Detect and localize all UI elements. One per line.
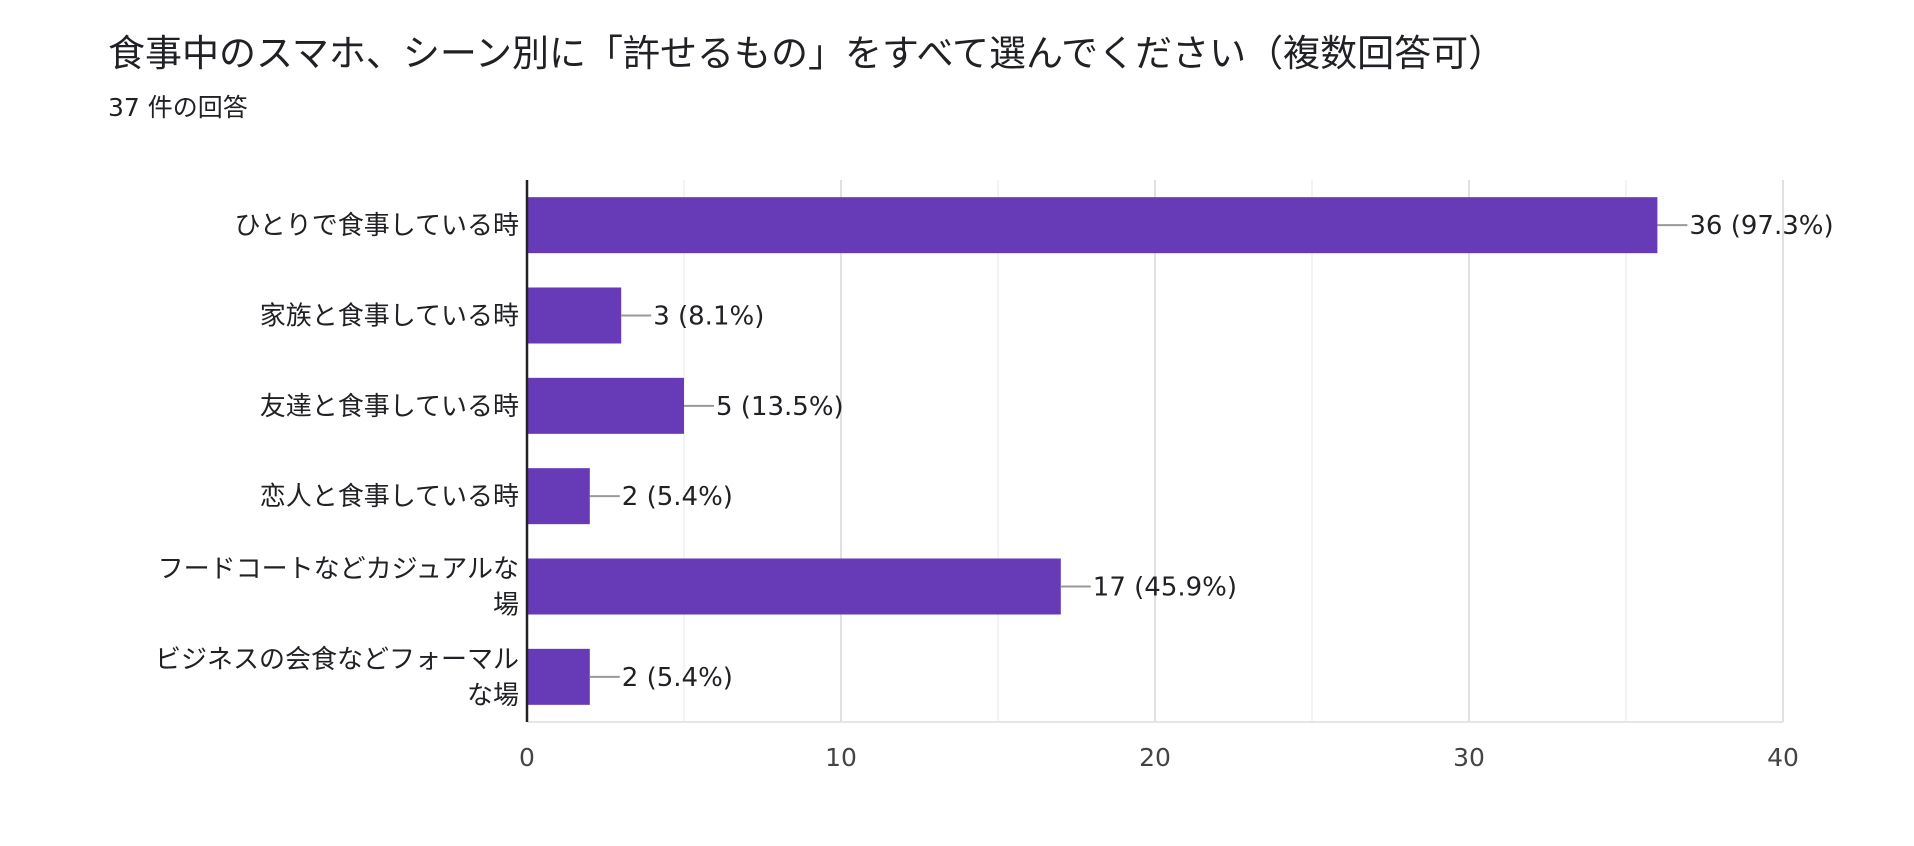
grid-lines [527, 180, 1784, 723]
category-label: な場 [467, 681, 519, 711]
response-count: 37 件の回答 [108, 93, 248, 122]
bar [527, 468, 590, 525]
chart-title: 食事中のスマホ、シーン別に「許せるもの」をすべて選んでください（複数回答可） [108, 32, 1506, 75]
value-label: 3 (8.1%) [653, 302, 764, 332]
category-label: 家族と食事している時 [260, 302, 519, 332]
category-label: ビジネスの会食などフォーマル [155, 645, 519, 675]
bar [527, 648, 590, 705]
value-label: 2 (5.4%) [622, 663, 733, 693]
bar [527, 197, 1658, 254]
bar [527, 287, 622, 344]
bars [527, 197, 1658, 705]
category-label: ひとりで食事している時 [235, 211, 519, 241]
x-tick-label: 10 [825, 743, 857, 772]
bar [527, 377, 684, 434]
labels: 0 10 20 30 40 36 (97.3%) ひとりで食事している時 3 (8.1%) 家族… [155, 180, 1834, 772]
value-label: 5 (13.5%) [716, 392, 844, 422]
x-tick-label: 40 [1767, 743, 1799, 772]
x-tick-label: 0 [519, 743, 535, 772]
bar [527, 558, 1061, 615]
x-tick-label: 30 [1453, 743, 1485, 772]
x-tick-label: 20 [1139, 743, 1171, 772]
category-label: フードコートなどカジュアルな [158, 555, 519, 585]
value-label: 2 (5.4%) [622, 482, 733, 512]
value-label: 36 (97.3%) [1689, 211, 1833, 241]
category-label: 友達と食事している時 [260, 392, 519, 422]
category-label: 場 [493, 591, 519, 621]
category-label: 恋人と食事している時 [260, 482, 519, 512]
value-label: 17 (45.9%) [1093, 573, 1237, 603]
